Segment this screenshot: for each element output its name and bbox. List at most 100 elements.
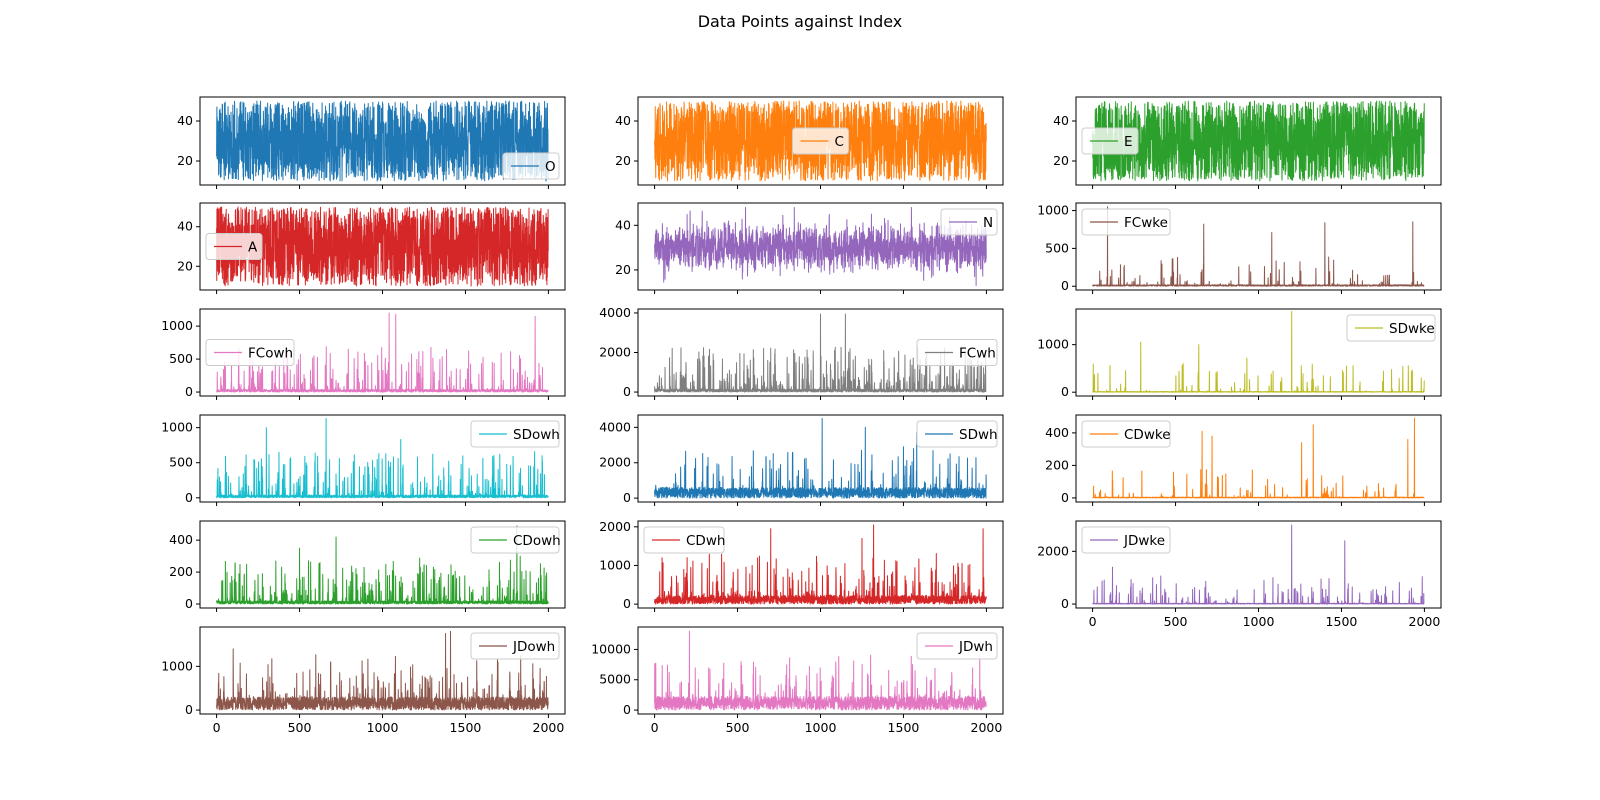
subplot-CDwke: 0 200 400 CDwke [1045,414,1442,506]
x-tick-label: 1500 [450,720,482,735]
y-tick-label: 0 [1061,278,1069,293]
subplot-SDwke: 0 1000 SDwke [1037,308,1442,400]
y-tick-label: 0 [185,596,193,611]
legend-label: SDwke [1389,321,1435,337]
y-tick-label: 40 [177,113,193,128]
y-tick-label: 40 [177,219,193,234]
subplot-FCowh: 0 500 1000 FCowh [161,308,566,400]
legend-box [643,526,725,554]
y-tick-label: 40 [615,217,631,232]
y-tick-label: 2000 [599,519,631,534]
legend: CDwh [643,526,725,554]
subplot-JDwke: 0 2000 0 500 1000 1500 2000 JDwke [1037,520,1442,629]
legend-box [1081,526,1171,554]
subplot-JDwh: 0 5000 10000 0 500 1000 1500 2000 JDwh [591,626,1004,735]
series-line-CDwh [654,524,987,605]
legend-label: SDowh [513,427,560,443]
x-tick-label: 1000 [1243,614,1275,629]
subplot-FCwh: 0 2000 4000 FCwh [599,305,1004,400]
y-tick-label: 20 [1053,153,1069,168]
series-line-O [216,100,549,182]
y-tick-label: 500 [169,455,193,470]
x-tick-label: 1000 [367,720,399,735]
legend: FCowh [205,339,295,366]
legend: JDwke [1081,526,1171,554]
y-tick-label: 5000 [599,672,631,687]
subplot-SDowh: 0 500 1000 SDowh [161,414,566,506]
legend-label: CDwh [686,533,725,549]
legend-label: FCwh [959,346,996,362]
y-tick-label: 1000 [161,658,193,673]
legend: SDwke [1346,314,1436,342]
x-tick-label: 1000 [805,720,837,735]
x-tick-label: 500 [1164,614,1188,629]
legend: FCwh [916,339,998,366]
y-tick-label: 40 [1053,113,1069,128]
y-tick-label: 200 [169,564,193,579]
legend-box [916,339,998,366]
y-tick-label: 1000 [161,318,193,333]
legend: SDwh [916,420,998,448]
y-tick-label: 1000 [599,557,631,572]
legend-label: SDwh [959,427,998,443]
x-tick-label: 500 [288,720,312,735]
x-tick-label: 1500 [888,720,920,735]
subplot-C: 20 40 C [615,96,1004,189]
y-tick-label: 1000 [1037,203,1069,218]
y-tick-label: 400 [169,532,193,547]
y-tick-label: 0 [185,702,193,717]
series-line-JDwke [1092,524,1425,605]
y-tick-label: 500 [1045,240,1069,255]
y-tick-label: 0 [623,702,631,717]
legend-label: C [835,134,844,150]
subplot-FCwke: 0 500 1000 FCwke [1037,202,1442,294]
series-line-FCwh [654,313,987,393]
x-tick-label: 0 [651,720,659,735]
subplot-CDwh: 0 1000 2000 CDwh [599,519,1004,612]
series-line-SDwh [654,418,987,499]
x-tick-label: 2000 [533,720,565,735]
x-tick-label: 2000 [1409,614,1441,629]
legend-label: N [983,215,993,231]
legend: CDowh [470,526,561,554]
series-line-A [216,206,549,287]
subplot-A: 20 40 A [177,202,566,294]
y-tick-label: 20 [177,258,193,273]
legend: SDowh [470,420,560,448]
subplot-SDwh: 0 2000 4000 SDwh [599,414,1004,506]
series-line-FCwke [1092,206,1425,287]
y-tick-label: 20 [615,262,631,277]
y-tick-label: 500 [169,351,193,366]
legend-box [916,420,998,448]
legend-label: E [1124,134,1133,150]
series-line-JDowh [216,630,549,711]
legend: N [940,208,998,236]
legend-label: CDwke [1124,427,1171,443]
series-line-CDowh [216,525,549,605]
y-tick-label: 20 [177,153,193,168]
series-line-CDwke [1092,417,1425,499]
y-tick-label: 1000 [161,420,193,435]
legend-label: FCowh [248,346,293,362]
y-tick-label: 1000 [1037,337,1069,352]
y-tick-label: 2000 [599,345,631,360]
legend: C [792,127,849,155]
subplot-O: 20 40 O [177,96,566,189]
y-tick-label: 2000 [1037,543,1069,558]
series-line-SDowh [216,418,549,499]
y-tick-label: 0 [1061,384,1069,399]
legend: E [1081,127,1139,155]
y-tick-label: 0 [185,384,193,399]
legend: FCwke [1081,208,1171,236]
y-tick-label: 0 [623,596,631,611]
legend-box [1081,420,1171,448]
series-line-N [654,206,987,287]
y-tick-label: 400 [1045,425,1069,440]
legend: A [205,233,263,260]
series-line-FCowh [216,312,549,393]
legend-label: CDowh [513,533,561,549]
y-tick-label: 200 [1045,457,1069,472]
legend-box [470,526,560,554]
